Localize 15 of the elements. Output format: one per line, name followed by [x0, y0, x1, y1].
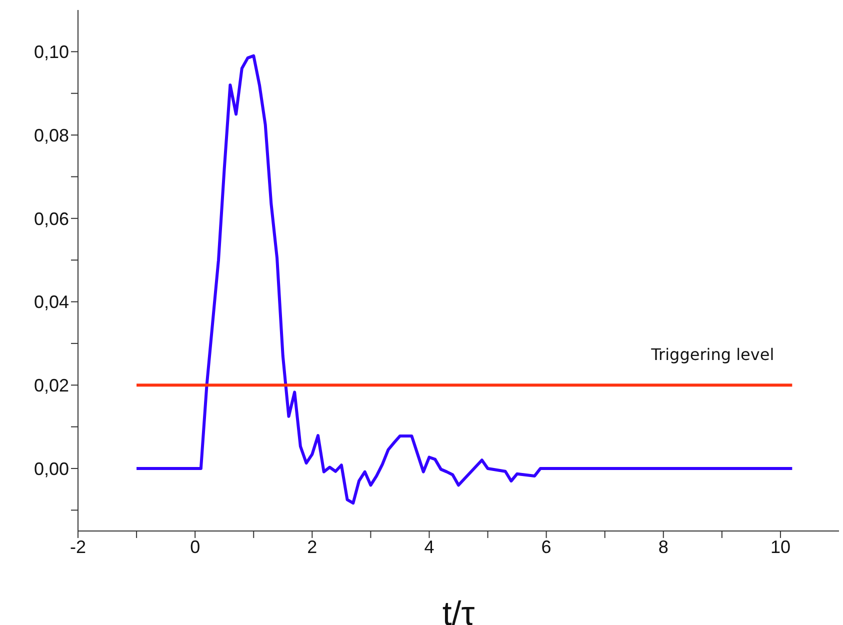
x-tick-label: 10: [770, 536, 790, 557]
line-series: [135, 54, 794, 505]
x-tick-label: -2: [70, 536, 86, 557]
x-tick-label: 0: [190, 536, 200, 557]
x-tick-label: 4: [424, 536, 434, 557]
y-tick-label: 0,00: [34, 458, 69, 479]
y-tick-label: 0,10: [34, 42, 69, 62]
y-tick-label: 0,04: [34, 292, 69, 312]
y-tick-label: 0,08: [34, 125, 69, 146]
series-label: Triggering level: [650, 345, 774, 364]
y-tick-label: 0,02: [34, 376, 69, 396]
x-tick-label: 2: [307, 536, 318, 557]
x-tick-label: 6: [541, 536, 552, 557]
x-tick-label: 8: [658, 536, 668, 557]
y-tick-label: 0,06: [34, 208, 69, 229]
